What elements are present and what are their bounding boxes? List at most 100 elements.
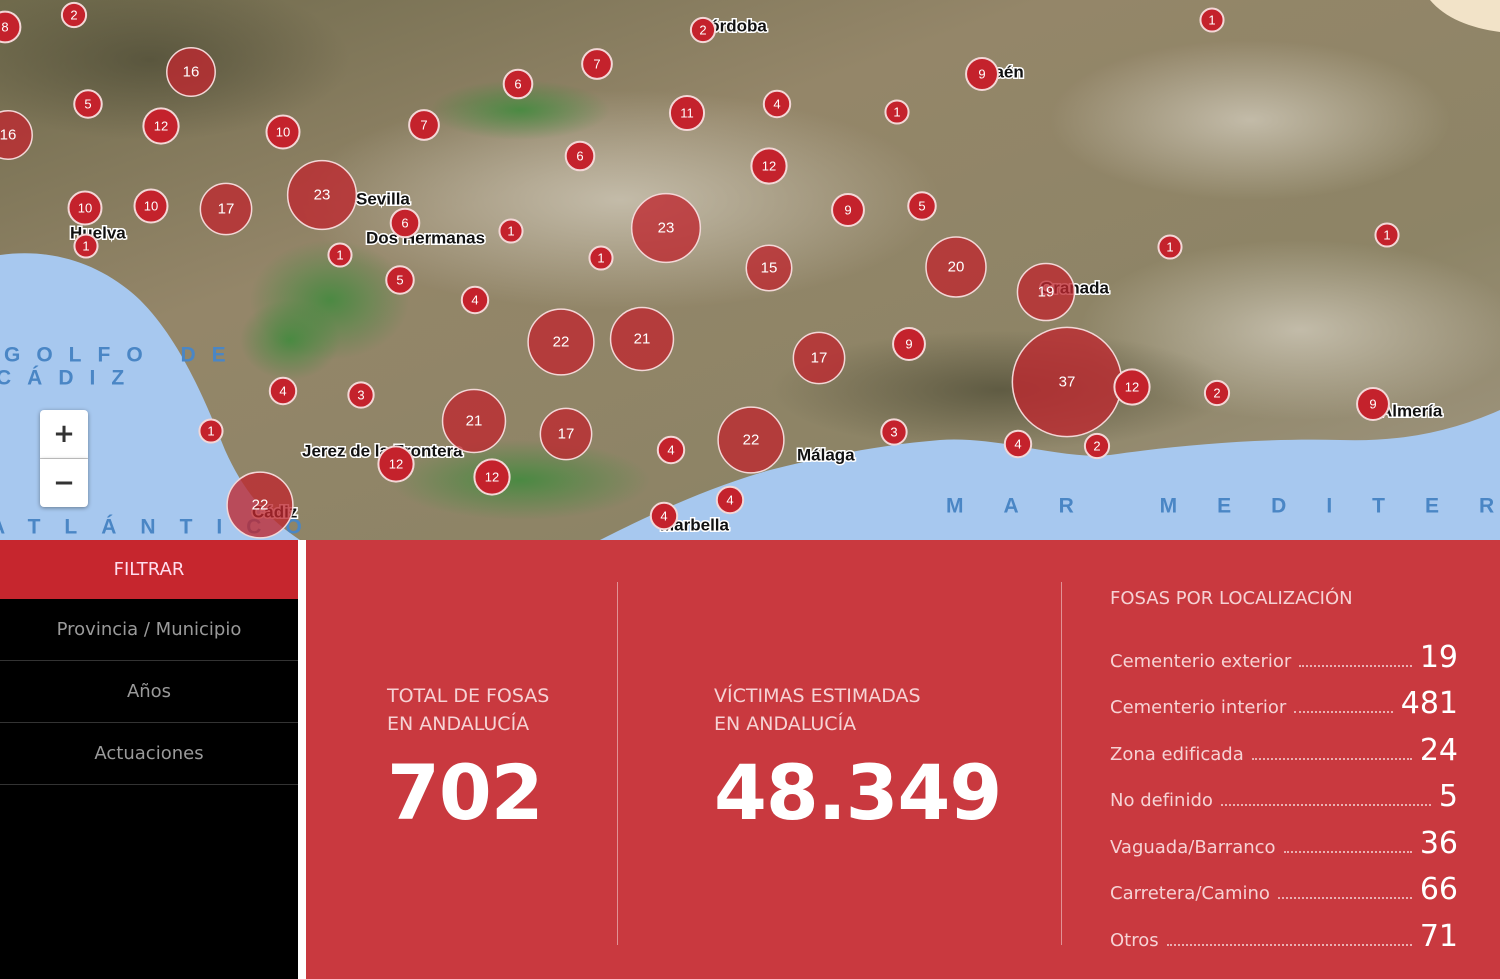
cluster-marker[interactable] [745, 244, 793, 292]
cluster-marker[interactable] [473, 458, 511, 496]
cluster-marker[interactable] [656, 435, 686, 465]
cluster-marker[interactable] [198, 418, 224, 444]
cluster-marker[interactable] [377, 445, 415, 483]
cluster-marker[interactable] [73, 89, 103, 119]
cluster-marker[interactable] [385, 265, 415, 295]
cluster-marker[interactable] [527, 308, 595, 376]
place-label: Dos Hermanas [366, 228, 485, 247]
cluster-marker[interactable] [609, 306, 675, 372]
cluster-marker[interactable] [73, 233, 99, 259]
cluster-marker[interactable] [1356, 387, 1390, 421]
cluster-marker[interactable] [581, 48, 613, 80]
location-row: No definido 5 [1110, 769, 1458, 816]
cluster-count: 10 [276, 125, 290, 140]
cluster-marker[interactable] [133, 188, 169, 224]
cluster-marker[interactable] [498, 218, 524, 244]
filter-item[interactable]: Actuaciones [0, 723, 298, 785]
cluster-count: 1 [597, 251, 604, 266]
cluster-marker[interactable] [1203, 379, 1231, 407]
cluster-marker[interactable] [268, 376, 298, 406]
cluster-marker[interactable] [884, 99, 910, 125]
dot-leader [1294, 711, 1393, 713]
filter-item[interactable]: Provincia / Municipio [0, 599, 298, 661]
cluster-marker[interactable] [668, 94, 706, 132]
stat: TOTAL DE FOSAS EN ANDALUCÍA 702 [387, 682, 549, 838]
location-row: Cementerio interior 481 [1110, 676, 1458, 723]
stat-value: 48.349 [714, 748, 1002, 837]
cluster-marker[interactable] [588, 245, 614, 271]
location-label: Cementerio exterior [1110, 650, 1292, 672]
cluster-marker[interactable] [630, 192, 702, 264]
filter-item[interactable]: Años [0, 661, 298, 723]
cluster-marker[interactable] [717, 406, 785, 474]
cluster-marker[interactable] [831, 193, 865, 227]
cluster-marker[interactable] [460, 285, 490, 315]
cluster-marker[interactable] [925, 236, 987, 298]
cluster-marker[interactable] [1374, 222, 1400, 248]
cluster-marker[interactable] [166, 47, 216, 97]
cluster-count: 10 [144, 199, 158, 214]
stat-label: TOTAL DE FOSAS EN ANDALUCÍA [387, 682, 549, 738]
cluster-count: 22 [553, 334, 570, 351]
cluster-marker[interactable] [0, 110, 33, 160]
cluster-marker[interactable] [502, 68, 534, 100]
cluster-marker[interactable] [199, 182, 253, 236]
zoom-in-button[interactable]: + [40, 410, 88, 459]
cluster-marker[interactable] [715, 485, 745, 515]
cluster-marker[interactable] [539, 407, 593, 461]
location-row: Carretera/Camino 66 [1110, 862, 1458, 909]
cluster-marker[interactable] [347, 381, 375, 409]
stat: VÍCTIMAS ESTIMADAS EN ANDALUCÍA 48.349 [714, 682, 1002, 838]
cluster-marker[interactable] [649, 501, 679, 531]
cluster-marker[interactable] [408, 109, 440, 141]
cluster-marker[interactable] [327, 242, 353, 268]
place-label: Almería [1380, 401, 1443, 420]
location-value: 5 [1438, 779, 1458, 814]
cluster-marker[interactable] [907, 191, 937, 221]
cluster-marker[interactable] [750, 147, 788, 185]
location-label: Vaguada/Barranco [1110, 836, 1276, 858]
cluster-count: 4 [471, 293, 478, 308]
cluster-marker[interactable] [226, 471, 294, 539]
filter-header[interactable]: FILTRAR [0, 540, 298, 599]
cluster-marker[interactable] [142, 107, 180, 145]
cluster-marker[interactable] [1016, 262, 1076, 322]
zoom-out-button[interactable]: − [40, 459, 88, 507]
cluster-count: 12 [389, 457, 403, 472]
cluster-marker[interactable] [286, 159, 358, 231]
cluster-marker[interactable] [1157, 234, 1183, 260]
cluster-marker[interactable] [441, 388, 507, 454]
cluster-marker[interactable] [880, 418, 908, 446]
cluster-count: 5 [396, 273, 403, 288]
cluster-marker[interactable] [60, 1, 88, 29]
cluster-marker[interactable] [265, 114, 301, 150]
dot-leader [1283, 850, 1412, 853]
cluster-marker[interactable] [1083, 432, 1111, 460]
cluster-marker[interactable] [762, 89, 792, 119]
cluster-marker[interactable] [1113, 368, 1151, 406]
cluster-marker[interactable] [1003, 429, 1033, 459]
cluster-marker[interactable] [965, 57, 999, 91]
cluster-marker[interactable] [564, 140, 596, 172]
cluster-count: 6 [401, 216, 408, 231]
cluster-marker[interactable] [389, 207, 421, 239]
cluster-count: 22 [252, 497, 269, 514]
cluster-marker[interactable] [0, 10, 22, 44]
cluster-marker[interactable] [792, 331, 846, 385]
cluster-marker[interactable] [892, 327, 926, 361]
stat-label-line: EN ANDALUCÍA [714, 713, 857, 735]
location-value: 66 [1419, 872, 1458, 907]
cluster-marker[interactable] [67, 190, 103, 226]
cluster-count: 1 [1166, 240, 1173, 255]
cluster-marker[interactable] [689, 16, 717, 44]
cluster-marker[interactable] [1199, 7, 1225, 33]
cluster-count: 17 [218, 201, 235, 218]
cluster-count: 1 [336, 248, 343, 263]
cluster-count: 10 [78, 201, 92, 216]
cluster-count: 9 [905, 337, 912, 352]
place-label: Jerez de la Frontera [302, 441, 463, 460]
cluster-count: 3 [357, 388, 364, 403]
